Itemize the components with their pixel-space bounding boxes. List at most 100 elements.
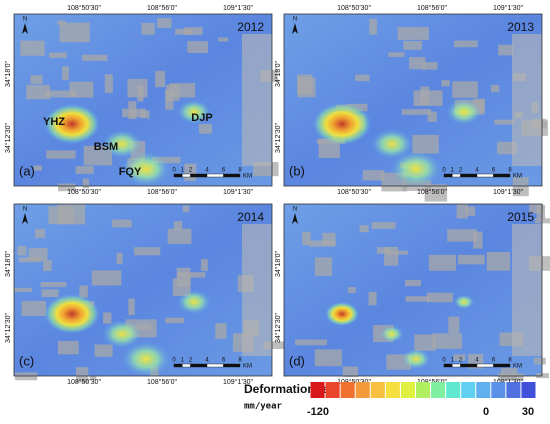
no-data-patch [426,292,453,303]
deformation-zone [122,152,170,186]
no-data-patch [529,204,544,214]
longitude-label: 108°50'30" [67,188,101,196]
panel-letter: (b) [289,163,305,178]
no-data-patch [174,28,192,35]
scale-tick-label: 0 [172,168,176,174]
deformation-zone [371,129,413,159]
longitude-label: 108°56'0" [147,188,177,196]
no-data-patch [201,259,208,271]
no-data-patch [376,247,390,254]
north-arrow [292,213,298,224]
place-label: DJP [191,112,212,124]
scale-bar-segment [182,363,191,368]
scale-unit: KM [243,174,252,180]
no-data-patch [453,40,478,48]
no-data-patch [57,183,76,192]
hillshade [512,34,542,166]
scale-bar-segment [476,363,494,368]
latitude-label: 34°18'0" [274,250,282,277]
north-label: N [23,17,27,23]
no-data-patch [62,66,69,80]
no-data-patch [432,333,463,349]
map-panel: 2014 (c) N 0 1 2 4 6 8KM [13,203,294,383]
hillshade [242,34,272,166]
colorbar-swatch [385,382,400,398]
deformation-zone [312,103,372,145]
no-data-patch [409,57,426,70]
colorbar-swatch [400,382,415,398]
no-data-patch [342,366,358,377]
no-data-patch [369,18,377,35]
scale-tick-label: 6 [492,168,496,174]
deformation-zone [177,290,211,314]
no-data-patch [512,177,529,197]
scale-bar-segment [190,173,208,178]
no-data-patch [453,354,466,361]
scale-tick-label: 8 [508,168,512,174]
deformation-zone [453,294,475,310]
longitude-label: 108°50'30" [67,378,101,386]
no-data-patch [46,150,76,159]
no-data-patch [45,90,77,98]
longitude-label: 109°1'30" [223,4,253,12]
scale-bar-segment [476,173,494,178]
scale-tick-label: 8 [238,168,242,174]
no-data-patch [82,178,89,189]
longitude-label: 108°56'0" [417,378,447,386]
no-data-patch [21,300,46,317]
colorbar-swatch [325,382,340,398]
no-data-patch [169,83,196,98]
deformation-zone [401,348,431,370]
deformation-zone [446,99,482,125]
scale-unit: KM [513,364,522,370]
no-data-patch [534,218,550,224]
no-data-patch [355,74,370,82]
no-data-patch [263,341,294,350]
no-data-patch [141,22,155,35]
no-data-patch [49,52,67,58]
no-data-patch [491,84,500,93]
north-arrow [22,23,28,34]
latitude-label: 34°12'30" [4,312,12,342]
no-data-patch [405,296,430,302]
place-label: FQY [119,166,142,178]
colorbar-swatch [506,382,521,398]
no-data-patch [452,81,478,98]
place-label: BSM [94,141,118,153]
longitude-label: 108°50'30" [67,4,101,12]
scale-tick-label: 6 [492,358,496,364]
colorbar-swatch [461,382,476,398]
no-data-patch [187,41,208,53]
no-data-patch [91,270,122,286]
longitude-label: 109°1'30" [493,4,523,12]
longitude-label: 109°1'30" [223,188,253,196]
no-data-patch [167,228,192,244]
panel-letter: (d) [289,353,305,368]
no-data-patch [536,373,549,379]
longitude-label: 108°56'0" [417,4,447,12]
no-data-patch [48,206,74,225]
no-data-patch [28,248,48,261]
scale-tick-label: 0 [442,168,446,174]
colorbar-swatch [355,382,370,398]
year-label: 2013 [507,20,534,34]
north-arrow [292,23,298,34]
longitude-label: 108°56'0" [417,188,447,196]
colorbar-swatch [370,382,385,398]
latitude-label: 34°18'0" [274,60,282,87]
north-label: N [293,17,297,23]
no-data-patch [497,141,517,155]
no-data-patch [441,80,450,87]
legend-tick-label: 0 [483,406,489,418]
colorbar-swatch [521,382,536,398]
no-data-patch [184,163,197,181]
no-data-patch [428,254,456,271]
no-data-patch [198,123,212,134]
no-data-patch [157,18,172,28]
scale-tick-label: 1 [181,358,185,364]
scale-bar-segment [190,363,208,368]
no-data-patch [177,272,206,278]
panel-frame [13,13,273,187]
scale-tick-label: 2 [189,168,193,174]
no-data-patch [302,231,311,246]
